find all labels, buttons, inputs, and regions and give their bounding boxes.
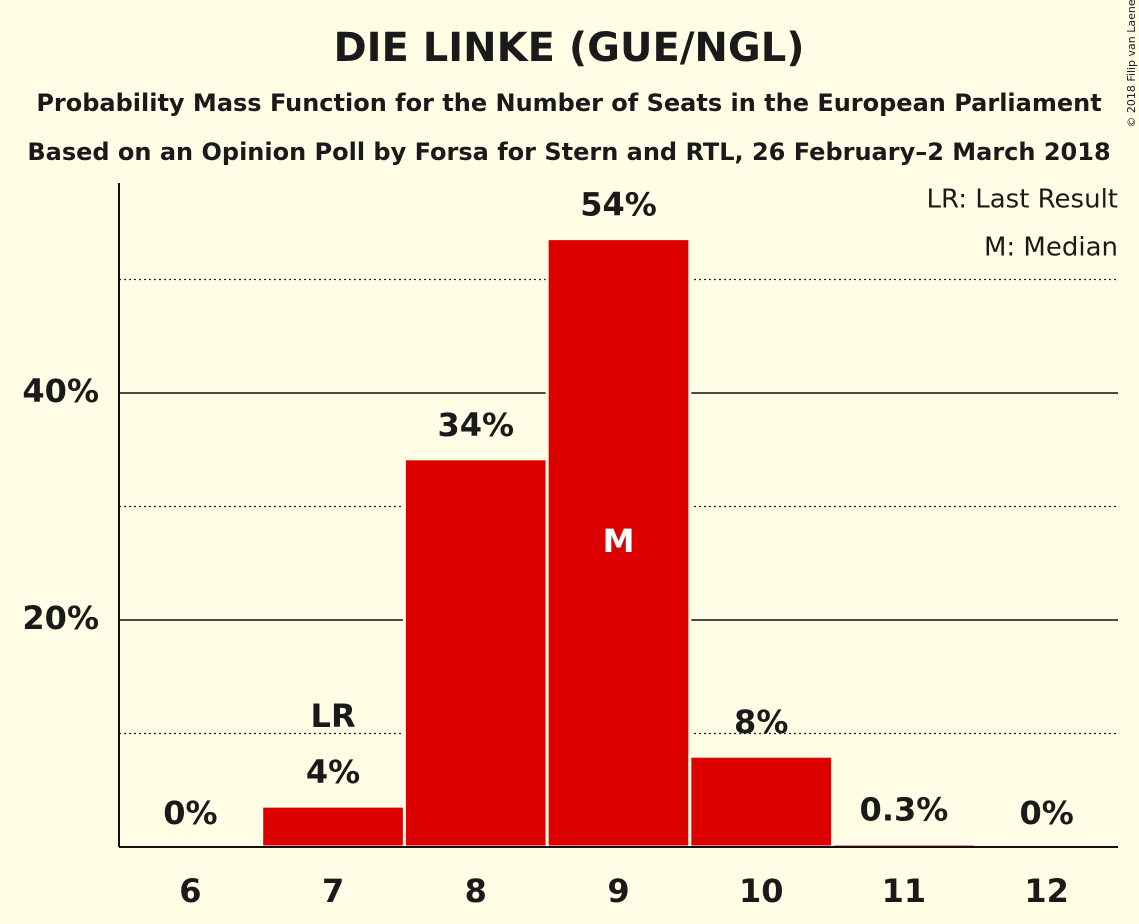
x-tick-label: 10 — [739, 872, 784, 910]
x-tick-label: 8 — [465, 872, 487, 910]
x-tick-label: 12 — [1024, 872, 1069, 910]
last-result-label: LR — [311, 697, 356, 735]
x-tick-label: 6 — [179, 872, 201, 910]
bar — [545, 237, 692, 849]
value-label: 0.3% — [860, 791, 949, 829]
bar — [402, 457, 549, 849]
bar — [260, 804, 406, 849]
chart-subtitle: Probability Mass Function for the Number… — [36, 89, 1101, 117]
x-tick-label: 11 — [882, 872, 927, 910]
value-label: 0% — [163, 794, 217, 832]
chart-subtitle: Based on an Opinion Poll by Forsa for St… — [27, 138, 1110, 166]
x-tick-label: 9 — [607, 872, 629, 910]
median-label: M — [603, 522, 635, 560]
bar — [688, 754, 835, 849]
copyright: © 2018 Filip van Laenen — [1125, 0, 1138, 128]
value-label: 54% — [580, 186, 657, 224]
value-label: 34% — [437, 406, 514, 444]
legend-entry: M: Median — [984, 233, 1118, 263]
y-tick-label: 20% — [22, 599, 99, 637]
legend-entry: LR: Last Result — [926, 185, 1118, 215]
y-tick-label: 40% — [22, 372, 99, 410]
x-tick-label: 7 — [322, 872, 344, 910]
chart-title: DIE LINKE (GUE/NGL) — [333, 25, 804, 71]
value-label: 0% — [1019, 794, 1073, 832]
value-label: 4% — [306, 753, 360, 791]
value-label: 8% — [734, 703, 788, 741]
